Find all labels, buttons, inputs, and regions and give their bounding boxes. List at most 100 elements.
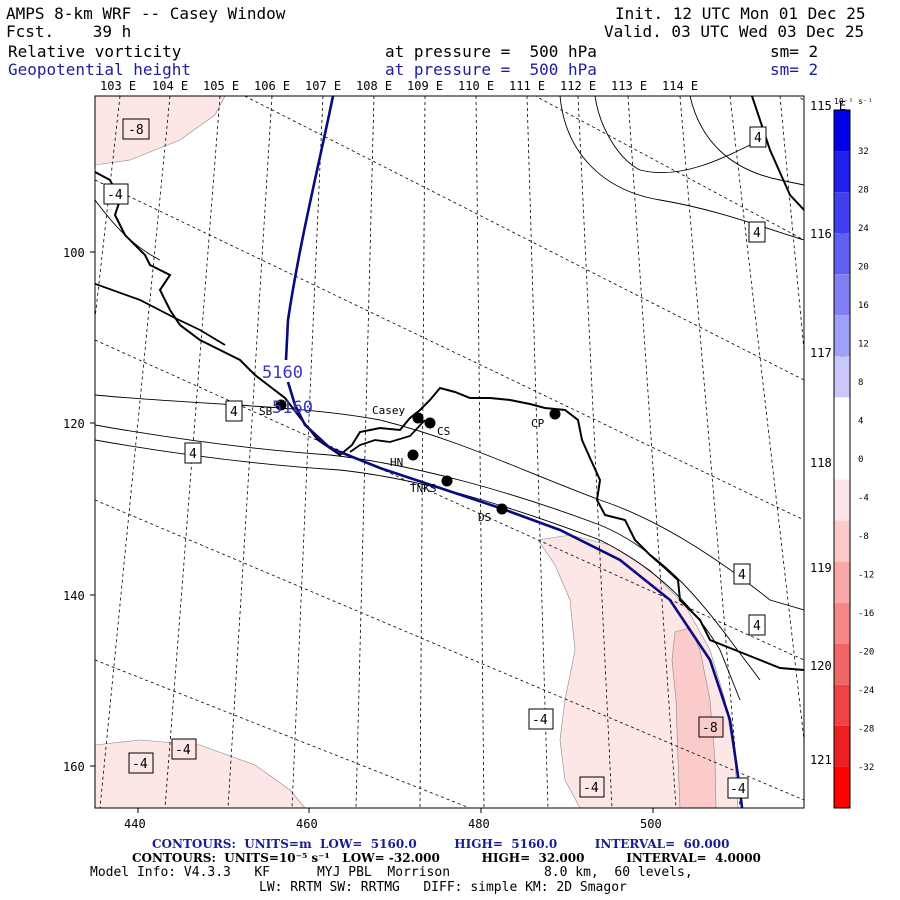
colorbar-tick-5: 12	[858, 340, 869, 350]
colorbar-swatch-8	[834, 438, 850, 480]
vorticity-shade-nw	[95, 96, 226, 166]
colorbar-tick-8: 0	[858, 455, 863, 465]
station-marker-ds	[496, 503, 508, 515]
colorbar-tick-3: 20	[858, 263, 869, 273]
coast-inner	[349, 419, 426, 453]
lon-label-108: 108 E	[356, 79, 392, 93]
station-label-cp: CP	[531, 417, 545, 430]
field2-sm: sm= 2	[770, 60, 819, 79]
colorbar-tick-9: -4	[858, 493, 869, 503]
svg-text:4: 4	[189, 447, 197, 462]
colorbar-swatch-1	[834, 151, 850, 193]
station-marker-sb	[275, 399, 287, 411]
field1-name: Relative vorticity	[8, 42, 182, 61]
vorticity-labels: -8 -4 4 4 4 4 4 4 -4 -8 -4 -4 -4 -4	[103, 118, 767, 799]
vort-label-12: -4	[128, 752, 154, 774]
colorbar-swatch-13	[834, 643, 850, 685]
contours-height-info: CONTOURS: UNITS=m LOW= 5160.0 HIGH= 5160…	[152, 837, 730, 851]
colorbar-tick-4: 16	[858, 301, 869, 311]
station-marker-hn	[407, 449, 419, 461]
map-title: AMPS 8-km WRF -- Casey Window	[6, 4, 286, 23]
svg-text:4: 4	[738, 568, 746, 583]
station-label-sb: SB	[259, 405, 273, 418]
vort-label-6: 4	[184, 442, 202, 464]
lon-label-105: 105 E	[203, 79, 239, 93]
colorbar-swatch-10	[834, 520, 850, 562]
colorbar-swatch-11	[834, 561, 850, 603]
colorbar-swatch-14	[834, 684, 850, 726]
colorbar: 32 28 24 20 16 12 8 4 0 -4 -8 -12 -16 -20 -24 -28 -32	[833, 109, 874, 809]
x-tick-500: 500	[640, 817, 662, 831]
colorbar-frame	[833, 109, 851, 809]
svg-text:-8: -8	[128, 123, 144, 138]
colorbar-tick-16: -32	[858, 763, 874, 773]
colorbar-tick-14: -24	[858, 686, 874, 696]
svg-text:-8: -8	[702, 721, 718, 736]
ice-shelf-outline	[95, 282, 226, 346]
vort-label-1: -8	[122, 118, 150, 140]
y-tick-160: 160	[63, 760, 85, 774]
vort-label-8: 4	[748, 614, 766, 636]
station-label-casey: Casey	[372, 404, 405, 417]
vorticity-shade-se-strong	[671, 627, 717, 808]
colorbar-swatch-16	[834, 766, 850, 808]
vort-label-14: -4	[727, 777, 749, 799]
svg-text:4: 4	[230, 405, 238, 420]
coast-island	[751, 96, 804, 211]
colorbar-tick-15: -28	[858, 724, 874, 734]
model-physics: LW: RRTM SW: RRTMG DIFF: simple KM: 2D S…	[259, 880, 627, 895]
colorbar-swatch-4	[834, 274, 850, 316]
geopotential-contour-5160	[284, 96, 744, 808]
svg-text:4: 4	[753, 226, 761, 241]
field2-pressure: at pressure = 500 hPa	[385, 60, 597, 79]
valid-time: Valid. 03 UTC Wed 03 Dec 25	[604, 22, 865, 41]
lon-label-103: 103 E	[100, 79, 136, 93]
vort-label-9: -4	[528, 708, 554, 730]
vort-label-2: -4	[103, 183, 129, 205]
lon-label-104: 104 E	[152, 79, 188, 93]
lon-label-113: 113 E	[611, 79, 647, 93]
station-label-hn: HN	[390, 456, 403, 469]
vort-label-4: 4	[748, 221, 766, 243]
station-label-tnks: TNKS	[410, 482, 437, 495]
x-tick-440: 440	[124, 817, 146, 831]
lon-label-106: 106 E	[254, 79, 290, 93]
height-label-2: 5160	[272, 398, 313, 418]
vort-label-13: -4	[579, 776, 605, 798]
colorbar-swatch-15	[834, 725, 850, 767]
vort-label-3: 4	[749, 126, 767, 148]
colorbar-tick-11: -12	[858, 570, 874, 580]
station-marker-casey	[412, 412, 424, 424]
colorbar-swatch-9	[834, 479, 850, 521]
colorbar-tick-2: 24	[858, 224, 869, 234]
y-tick-120: 120	[63, 417, 85, 431]
colorbar-swatch-5	[834, 315, 850, 357]
lon-label-114: 114 E	[662, 79, 698, 93]
lon-label-111: 111 E	[509, 79, 545, 93]
model-info: Model Info: V4.3.3 KF MYJ PBL Morrison 8…	[90, 865, 693, 880]
lon-labels-top: 103 E 104 E 105 E 106 E 107 E 108 E 109 …	[100, 79, 698, 93]
colorbar-swatch-0	[834, 110, 850, 152]
svg-text:-4: -4	[107, 188, 123, 203]
vort-label-11: -4	[171, 738, 197, 760]
lon-label-112: 112 E	[560, 79, 596, 93]
svg-text:-4: -4	[532, 713, 548, 728]
vort-label-5: 4	[225, 400, 243, 422]
lon-label-110: 110 E	[458, 79, 494, 93]
svg-text:-4: -4	[175, 743, 191, 758]
colorbar-tick-13: -20	[858, 647, 874, 657]
graticule	[95, 96, 804, 808]
y-tick-100: 100	[63, 246, 85, 260]
station-marker-tnks	[441, 475, 453, 487]
field1-sm: sm= 2	[770, 42, 819, 61]
x-axis-ticks: 440 460 480 500	[124, 817, 662, 831]
svg-text:-4: -4	[583, 781, 599, 796]
vort-label-7: 4	[733, 563, 751, 585]
colorbar-tick-1: 28	[858, 186, 869, 196]
station-marker-cp	[549, 408, 561, 420]
x-tick-460: 460	[296, 817, 318, 831]
colorbar-swatch-6	[834, 356, 850, 398]
colorbar-tick-7: 4	[858, 417, 863, 427]
lon-label-109: 109 E	[407, 79, 443, 93]
